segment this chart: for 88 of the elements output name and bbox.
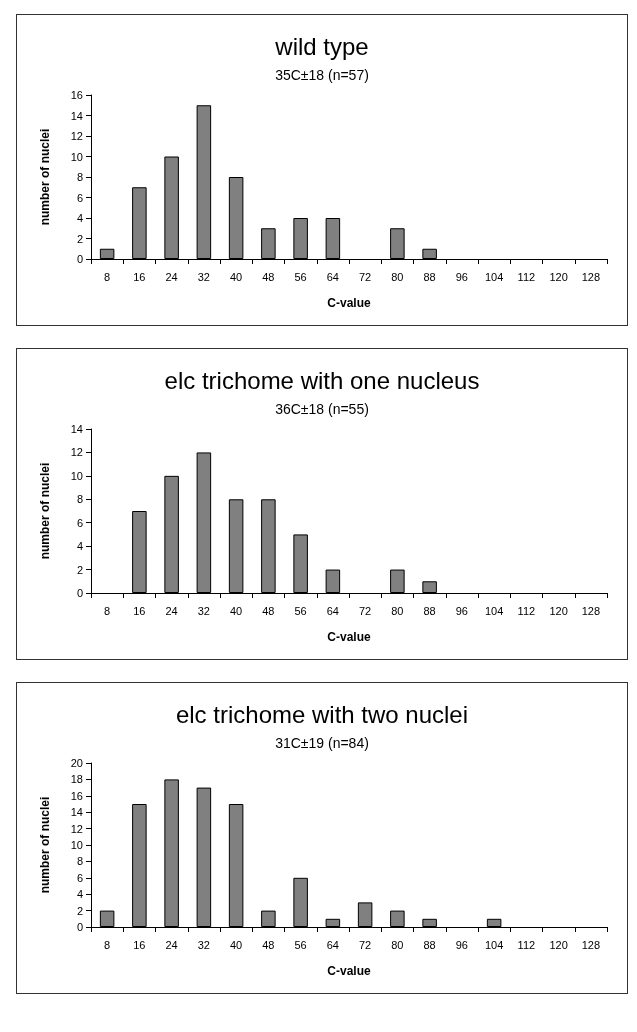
x-tick-label: 128 — [581, 604, 601, 617]
x-tick-label: 16 — [133, 604, 146, 617]
x-tick-label: 8 — [104, 604, 111, 617]
x-tick-label: 120 — [549, 938, 568, 951]
x-tick-label: 40 — [230, 270, 243, 283]
y-tick-label: 14 — [70, 109, 83, 122]
x-tick-label: 40 — [230, 938, 243, 951]
x-tick-label: 128 — [581, 270, 601, 283]
x-tick-label: 32 — [197, 270, 210, 283]
x-tick-label: 104 — [484, 938, 504, 951]
chart-title: wild type — [274, 32, 369, 60]
x-tick-label: 96 — [455, 270, 468, 283]
y-tick-label: 6 — [76, 191, 83, 204]
x-tick-label: 80 — [391, 270, 404, 283]
x-tick-label: 56 — [294, 270, 307, 283]
y-tick-label: 8 — [76, 855, 83, 868]
x-tick-label: 120 — [549, 270, 568, 283]
x-tick-label: 16 — [133, 938, 146, 951]
y-tick-label: 0 — [76, 921, 83, 933]
y-tick-label: 12 — [70, 446, 83, 459]
x-tick-label: 80 — [391, 938, 404, 951]
y-axis-title: number of nuclei — [38, 796, 52, 894]
y-tick-label: 8 — [76, 493, 83, 506]
x-tick-label: 88 — [423, 938, 436, 951]
y-tick-label: 4 — [76, 888, 83, 901]
chart-title: elc trichome with one nucleus — [164, 366, 480, 394]
x-tick-label: 120 — [549, 604, 568, 617]
x-tick-label: 72 — [359, 270, 372, 283]
y-tick-label: 2 — [76, 904, 83, 917]
y-axis-title: number of nuclei — [38, 462, 52, 560]
x-tick-label: 24 — [165, 938, 178, 951]
x-axis-title: C-value — [327, 296, 371, 310]
x-axis-title: C-value — [327, 964, 371, 978]
x-tick-label: 80 — [391, 604, 404, 617]
x-tick-label: 8 — [104, 270, 111, 283]
x-axis-title: C-value — [327, 630, 371, 644]
y-tick-label: 0 — [76, 587, 83, 599]
y-tick-label: 10 — [70, 469, 83, 482]
y-tick-label: 12 — [70, 822, 83, 835]
x-tick-label: 40 — [230, 604, 243, 617]
y-tick-label: 4 — [76, 212, 83, 224]
x-tick-label: 72 — [359, 938, 372, 951]
chart-subtitle: 36C±18 (n=55) — [275, 401, 369, 417]
y-tick-label: 10 — [70, 839, 83, 851]
x-tick-label: 112 — [517, 938, 536, 951]
x-tick-label: 16 — [133, 270, 146, 283]
y-tick-label: 6 — [76, 871, 83, 884]
x-tick-label: 72 — [359, 604, 372, 617]
y-tick-label: 20 — [70, 757, 83, 769]
x-tick-label: 88 — [423, 270, 436, 283]
x-tick-label: 112 — [517, 604, 536, 617]
x-tick-label: 24 — [165, 604, 178, 617]
y-tick-label: 8 — [76, 171, 83, 183]
y-tick-label: 14 — [70, 423, 83, 435]
x-tick-label: 24 — [165, 270, 178, 283]
y-tick-label: 18 — [70, 773, 83, 786]
chart-title: elc trichome with two nuclei — [175, 700, 469, 728]
y-tick-label: 12 — [70, 130, 83, 142]
x-tick-label: 88 — [423, 604, 436, 617]
y-axis-title: number of nuclei — [38, 128, 52, 226]
x-tick-label: 48 — [262, 270, 275, 283]
x-tick-label: 48 — [262, 938, 275, 951]
y-tick-label: 2 — [76, 563, 83, 576]
x-tick-label: 112 — [517, 270, 536, 283]
x-tick-label: 64 — [326, 270, 339, 283]
x-tick-label: 32 — [197, 604, 210, 617]
y-tick-label: 14 — [70, 806, 83, 819]
x-tick-label: 64 — [326, 604, 339, 617]
x-tick-label: 32 — [197, 938, 210, 951]
chart-subtitle: 31C±19 (n=84) — [275, 735, 369, 751]
x-tick-label: 104 — [484, 604, 504, 617]
y-tick-label: 6 — [76, 516, 83, 529]
x-tick-label: 96 — [455, 604, 468, 617]
x-tick-label: 56 — [294, 938, 307, 951]
chart-subtitle: 35C±18 (n=57) — [275, 67, 369, 83]
y-tick-label: 4 — [76, 540, 83, 553]
x-tick-label: 56 — [294, 604, 307, 617]
y-tick-label: 0 — [76, 253, 83, 265]
y-tick-label: 10 — [70, 150, 83, 163]
x-tick-label: 64 — [326, 938, 339, 951]
y-tick-label: 16 — [70, 789, 83, 802]
x-tick-label: 8 — [104, 938, 111, 951]
x-tick-label: 96 — [455, 938, 468, 951]
x-tick-label: 104 — [484, 270, 504, 283]
x-tick-label: 48 — [262, 604, 275, 617]
y-tick-label: 16 — [70, 89, 83, 101]
y-tick-label: 2 — [76, 232, 83, 245]
x-tick-label: 128 — [581, 938, 601, 951]
